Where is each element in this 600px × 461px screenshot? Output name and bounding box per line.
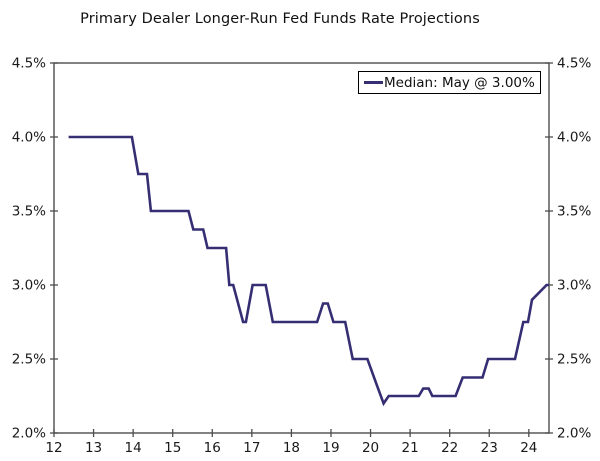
y-tick-label-right: 3.0% <box>557 278 591 294</box>
y-tick-label-right: 2.5% <box>557 352 591 368</box>
y-tick-label-left: 3.0% <box>12 278 46 294</box>
median-line <box>68 135 549 407</box>
x-tick-label: 18 <box>283 440 300 456</box>
legend-line-swatch <box>364 81 383 84</box>
x-tick-label: 22 <box>441 440 458 456</box>
y-tick-label-right: 4.5% <box>557 56 591 72</box>
y-tick-label-left: 3.5% <box>12 204 46 220</box>
x-tick-label: 19 <box>322 440 339 456</box>
y-tick-label-right: 4.0% <box>557 130 591 146</box>
y-tick-label-right: 2.0% <box>557 426 591 442</box>
chart-title: Primary Dealer Longer-Run Fed Funds Rate… <box>80 11 480 27</box>
y-tick-label-left: 2.5% <box>12 352 46 368</box>
y-tick-label-left: 4.0% <box>12 130 46 146</box>
x-tick-label: 15 <box>164 440 181 456</box>
x-tick-label: 16 <box>204 440 221 456</box>
plot-frame <box>53 62 550 434</box>
x-tick-label: 13 <box>85 440 102 456</box>
x-tick-label: 12 <box>45 440 62 456</box>
x-tick-label: 14 <box>125 440 142 456</box>
y-tick-label-left: 4.5% <box>12 56 46 72</box>
legend-label: Median: May @ 3.00% <box>384 74 535 91</box>
y-tick-label-left: 2.0% <box>12 426 46 442</box>
x-tick-label: 20 <box>362 440 379 456</box>
x-tick-label: 21 <box>402 440 419 456</box>
y-tick-label-right: 3.5% <box>557 204 591 220</box>
chart-legend: Median: May @ 3.00% <box>358 71 541 94</box>
x-tick-label: 23 <box>481 440 498 456</box>
x-tick-label: 17 <box>243 440 260 456</box>
x-tick-label: 24 <box>520 440 537 456</box>
